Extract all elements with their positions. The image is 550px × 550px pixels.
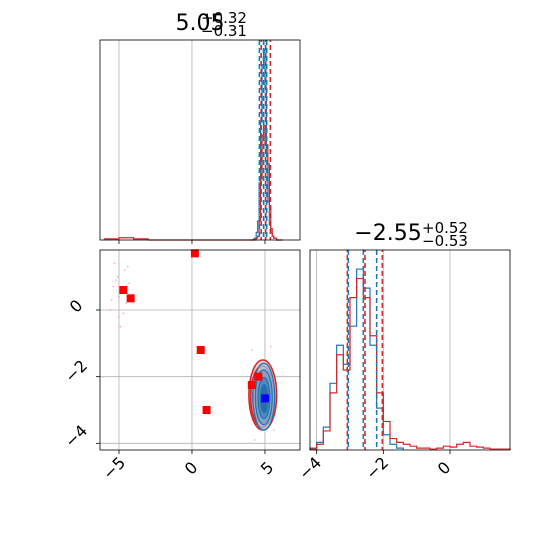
scatter-point — [112, 285, 115, 288]
scatter-point — [115, 279, 117, 281]
scatter-point — [113, 262, 116, 265]
scatter-x-tick-label: 5 — [257, 458, 278, 479]
scatter-point — [109, 309, 112, 311]
right-x-tick-labels: −4 −2 0 — [295, 453, 454, 483]
scatter-y-tick-labels: −4 −2 0 — [61, 296, 91, 451]
red-square-marker — [247, 381, 256, 389]
right-histogram-series-2 — [309, 277, 511, 450]
scatter-point — [122, 312, 125, 315]
scatter-x-tick-labels: −5 0 5 — [99, 453, 277, 483]
top-quantile-lines — [258, 40, 272, 240]
scatter-point — [125, 302, 128, 305]
right-tick-marks — [316, 450, 451, 454]
red-square-marker — [119, 286, 128, 294]
scatter-point — [118, 295, 120, 298]
top-histogram-series-2 — [103, 125, 283, 241]
top-grid — [118, 40, 266, 240]
right-histograms — [309, 268, 511, 450]
right-x-tick-label: −4 — [295, 453, 325, 483]
right-x-tick-label: −2 — [362, 453, 392, 483]
panel-right-histogram: −4 −2 0 −2.55 +0.52 −0.53 — [295, 219, 511, 483]
panel-2d-scatter: −5 0 5 −4 −2 0 — [61, 249, 301, 483]
top-tick-marks — [118, 240, 266, 244]
scatter-point — [126, 265, 129, 268]
scatter-point — [128, 282, 131, 285]
top-title-value: 5.05 — [176, 11, 225, 36]
right-title-minus: −0.53 — [422, 232, 468, 250]
right-quantile-lines — [346, 250, 384, 450]
red-square-marker — [254, 372, 263, 381]
top-panel-frame — [99, 39, 301, 241]
right-title-plus: +0.52 — [422, 219, 468, 237]
scatter-point — [118, 315, 120, 318]
scatter-tick-marks — [96, 309, 266, 454]
red-square-marker — [190, 249, 199, 258]
top-histograms — [103, 48, 283, 241]
scatter-point — [123, 269, 126, 271]
scatter-y-tick-label: 0 — [66, 296, 87, 317]
scatter-point — [272, 429, 275, 431]
top-panel-title: 5.05 — [176, 11, 225, 36]
right-panel-frame — [309, 249, 511, 451]
scatter-point — [269, 345, 272, 348]
scatter-x-tick-label: −5 — [99, 453, 129, 483]
right-x-tick-label: 0 — [434, 458, 455, 479]
scatter-y-tick-label: −4 — [61, 421, 91, 451]
right-title-value: −2.55 — [354, 221, 421, 246]
scatter-point — [110, 299, 113, 301]
top-title-plus: +0.32 — [201, 9, 247, 27]
scatter-y-tick-label: −2 — [61, 356, 91, 386]
red-square-marker — [202, 406, 211, 414]
blue-square-marker — [260, 394, 269, 403]
scatter-points — [109, 262, 278, 441]
scatter-panel-frame — [99, 249, 301, 451]
scatter-point — [119, 325, 122, 328]
red-square-marker — [196, 346, 205, 354]
red-square-marker — [126, 294, 135, 303]
scatter-point — [116, 275, 119, 278]
scatter-x-tick-label: 0 — [181, 458, 202, 479]
scatter-markers — [119, 249, 269, 414]
scatter-point — [250, 349, 253, 351]
panel-top-histogram: 5.05 +0.32 −0.31 — [99, 9, 301, 244]
top-title-minus: −0.31 — [201, 22, 247, 40]
right-panel-title: −2.55 — [354, 221, 421, 246]
scatter-point — [253, 439, 256, 441]
